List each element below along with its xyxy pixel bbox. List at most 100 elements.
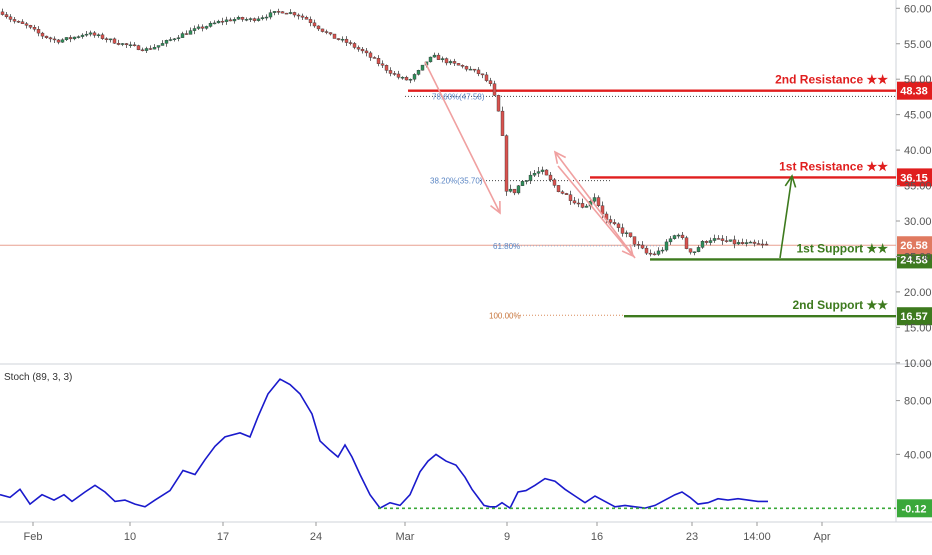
candle-body <box>688 248 693 253</box>
candle-body <box>500 110 505 136</box>
candle-body <box>352 43 357 48</box>
target-up-arrow-head <box>784 174 797 188</box>
candle-body <box>184 33 189 35</box>
candle-body <box>516 185 521 194</box>
candle-body <box>572 200 577 204</box>
candle-body <box>248 18 253 20</box>
candle-body <box>480 73 485 76</box>
candle-body <box>576 202 581 205</box>
candle-body <box>80 34 85 37</box>
candle-body <box>320 28 325 32</box>
candle-body <box>116 43 121 45</box>
candle-body <box>692 251 697 253</box>
stoch-y-tick-label: 80.00 <box>904 396 932 408</box>
candle-body <box>268 12 273 18</box>
candle-body <box>376 58 381 64</box>
y-tick-label: 30.00 <box>904 216 932 228</box>
candle-body <box>208 22 213 27</box>
candle-body <box>524 180 529 182</box>
candle-body <box>280 11 285 14</box>
candle-body <box>140 49 145 52</box>
y-tick-label: 10.00 <box>904 358 932 370</box>
y-tick-label: 15.00 <box>904 322 932 334</box>
axes-layer: 60.00 55.00 50.00 45.00 40.00 35.00 30.00 25.00… <box>24 3 932 543</box>
candle-body <box>724 240 729 242</box>
candle-body <box>760 243 765 246</box>
candle-body <box>636 244 641 246</box>
candle-body <box>536 171 541 174</box>
candle-body <box>24 23 29 26</box>
candle-body <box>36 29 41 34</box>
candle-body <box>552 179 557 186</box>
candle-body <box>428 56 433 63</box>
level-value-text: 36.15 <box>900 172 928 184</box>
candle-body <box>656 250 661 255</box>
candle-body <box>488 80 493 84</box>
candle-body <box>28 25 33 28</box>
candle-body <box>332 33 337 39</box>
x-tick-label: 24 <box>310 531 322 543</box>
candle-body <box>156 45 161 48</box>
candle-body <box>476 69 481 75</box>
candle-body <box>680 234 685 238</box>
candle-body <box>216 20 221 24</box>
y-tick-label: 50.00 <box>904 74 932 86</box>
fib-extension-arrow-head <box>621 244 635 258</box>
candle-body <box>240 17 245 20</box>
candle-body <box>252 18 257 21</box>
candle-body <box>212 22 217 25</box>
candle-body <box>52 38 57 41</box>
candle-body <box>452 61 457 64</box>
candle-body <box>284 12 289 15</box>
level-label: 2nd Resistance ★★ <box>775 73 888 87</box>
candle-body <box>128 44 133 47</box>
candle-body <box>732 239 737 245</box>
candle-body <box>344 38 349 43</box>
candle-body <box>612 222 617 225</box>
candle-body <box>364 50 369 54</box>
candle-body <box>292 12 297 16</box>
candle-body <box>200 26 205 29</box>
candle-body <box>756 243 761 245</box>
level-value-badge <box>897 250 932 269</box>
candle-body <box>676 234 681 237</box>
candle-body <box>596 197 601 206</box>
current-price-badge <box>897 236 932 255</box>
candle-body <box>752 241 757 244</box>
candle-body <box>560 191 565 194</box>
candle-body <box>244 19 249 21</box>
candle-body <box>32 27 37 30</box>
candle-body <box>748 241 753 244</box>
candle-body <box>372 57 377 59</box>
candle-body <box>76 36 81 38</box>
candle-body <box>296 14 301 17</box>
level-value-text: 48.38 <box>900 86 928 98</box>
candle-body <box>68 37 73 40</box>
level-label: 1st Support ★★ <box>796 241 888 255</box>
arrows-layer <box>424 61 797 259</box>
candle-body <box>276 11 281 13</box>
fib-label: 61.80% <box>493 242 520 251</box>
candle-body <box>164 40 169 44</box>
candle-body <box>716 238 721 240</box>
candle-body <box>740 242 745 244</box>
candle-body <box>444 58 449 64</box>
candle-body <box>464 66 469 70</box>
candle-body <box>196 26 201 29</box>
candle-body <box>288 12 293 14</box>
candle-body <box>272 11 277 13</box>
candle-body <box>664 241 669 251</box>
fib-drop-arrow-head <box>490 200 501 215</box>
stoch-value-badge <box>897 499 932 518</box>
candle-body <box>192 28 197 31</box>
candle-body <box>496 95 501 112</box>
candle-body <box>100 34 105 39</box>
candle-body <box>92 32 97 36</box>
candle-body <box>472 68 477 71</box>
candle-body <box>544 169 549 176</box>
candle-body <box>124 43 129 46</box>
y-tick-label: 40.00 <box>904 145 932 157</box>
candle-body <box>44 35 49 38</box>
